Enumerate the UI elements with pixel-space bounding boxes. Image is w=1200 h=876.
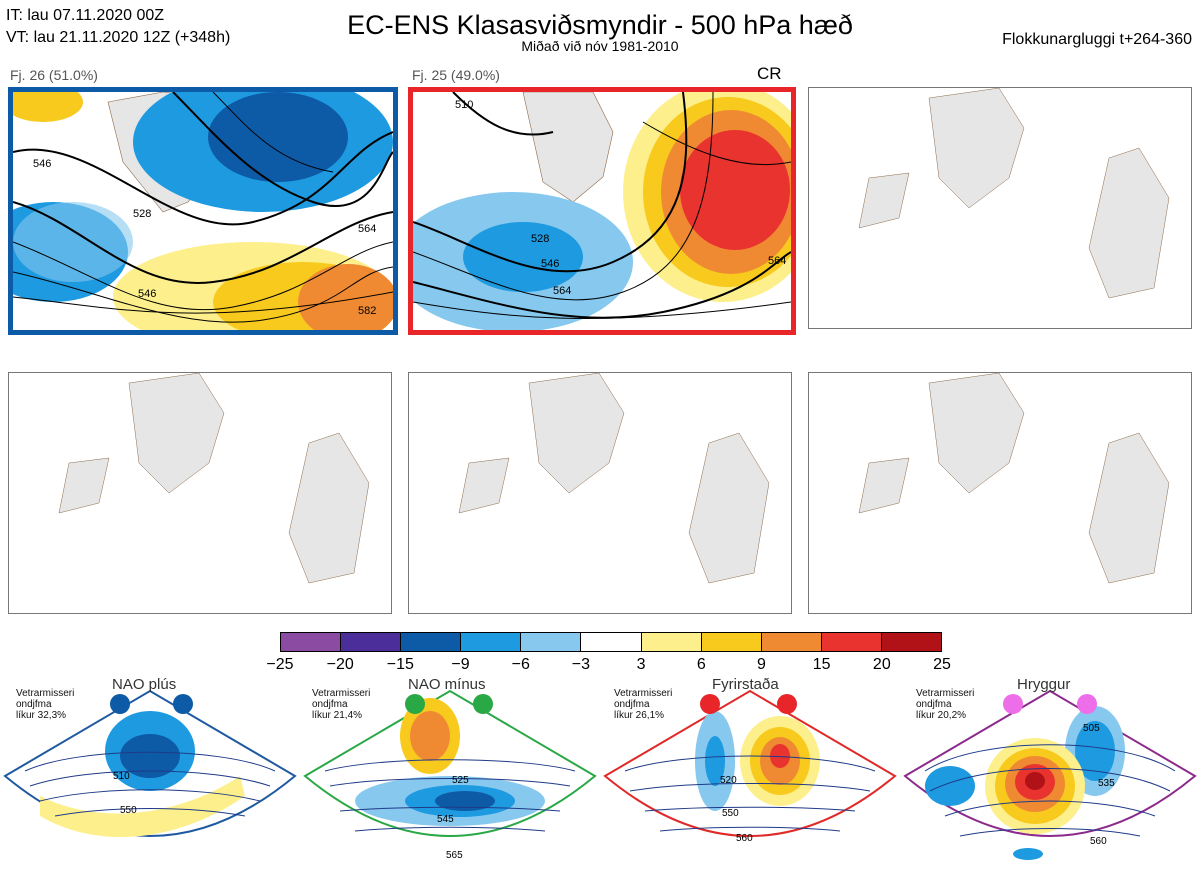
height-contours-p1 xyxy=(13,92,393,323)
contour-label: 545 xyxy=(437,814,454,825)
contour-label: 564 xyxy=(553,285,571,297)
cluster-map-2[interactable]: 510 528 546 564 564 xyxy=(408,87,796,335)
contour-label: 564 xyxy=(768,255,786,267)
contour-label: 520 xyxy=(720,775,737,786)
contour-label: 505 xyxy=(1083,723,1100,734)
regime-nao-plus: 510 550 NAO plús Vetrarmisseri ondjfma l… xyxy=(0,676,300,871)
regime-note: Vetrarmisseri ondjfma líkur 26,1% xyxy=(614,688,673,721)
empty-map-6 xyxy=(858,373,1170,584)
contour-label: 525 xyxy=(452,775,469,786)
colorbar-tick-label: 25 xyxy=(933,656,951,673)
colorbar-segment xyxy=(881,633,942,651)
colorbar-tick-label: −9 xyxy=(451,656,470,673)
colorbar-tick-label: −6 xyxy=(511,656,530,673)
contour-label: 550 xyxy=(722,808,739,819)
colorbar-segment xyxy=(401,633,462,651)
colorbar-segment xyxy=(821,633,882,651)
colorbar-tick-label: −3 xyxy=(571,656,591,673)
page-title: EC-ENS Klasasviðsmyndir - 500 hPa hæð xyxy=(347,10,853,40)
empty-map-5 xyxy=(458,373,770,584)
regime-name: NAO plús xyxy=(112,676,177,693)
contour-label: 560 xyxy=(736,833,753,844)
colorbar-tick-label: −20 xyxy=(326,656,354,673)
anomaly-colorbar xyxy=(280,632,942,652)
contour-label: 510 xyxy=(113,771,130,782)
contour-label: 564 xyxy=(358,223,376,235)
regime-name: Hryggur xyxy=(1017,676,1071,693)
init-time: IT: lau 07.11.2020 00Z xyxy=(6,7,165,24)
colorbar-tick-label: 9 xyxy=(757,656,766,673)
colorbar-tick-label: −15 xyxy=(386,656,414,673)
regime-ridge: 505 535 560 Hryggur Vetrarmisseri ondjfm… xyxy=(900,676,1200,871)
anomaly-fills-p2 xyxy=(413,92,791,330)
contour-labels-p1: 546 528 546 564 582 xyxy=(33,158,376,317)
cluster-map-4[interactable] xyxy=(8,372,392,614)
regime-nao-minus: 525 545 565 NAO mínus Vetrarmisseri ondj… xyxy=(300,676,600,871)
cluster-map-6[interactable] xyxy=(808,372,1192,614)
contour-label: 546 xyxy=(33,158,51,170)
contour-label: 528 xyxy=(531,233,549,245)
cluster-map-1[interactable]: 546 528 546 564 582 xyxy=(8,87,398,335)
colorbar-tick-label: 3 xyxy=(636,656,646,673)
contour-label: 546 xyxy=(541,258,559,270)
panel-2-tag: CR xyxy=(757,64,782,83)
contour-label: 535 xyxy=(1098,778,1115,789)
colorbar-tick-label: 6 xyxy=(696,656,706,673)
colorbar-segment xyxy=(281,633,342,651)
panel-2-label: Fj. 25 (49.0%) xyxy=(412,67,500,83)
colorbar-segment xyxy=(461,633,522,651)
cluster-map-3[interactable] xyxy=(808,87,1192,329)
colorbar-tick-label: 15 xyxy=(812,656,831,673)
valid-time: VT: lau 21.11.2020 12Z (+348h) xyxy=(6,29,231,46)
contour-label: 510 xyxy=(455,99,473,111)
colorbar-segment xyxy=(341,633,402,651)
contour-label: 546 xyxy=(138,288,156,300)
regime-note: Vetrarmisseri ondjfma líkur 20,2% xyxy=(916,688,975,721)
contour-label: 528 xyxy=(133,208,151,220)
classification-window: Flokkunargluggi t+264-360 xyxy=(1002,31,1192,48)
land-greenland-p2 xyxy=(522,92,614,203)
page-subtitle: Miðað við nóv 1981-2010 xyxy=(521,38,679,54)
regime-name: Fyrirstaða xyxy=(712,676,779,693)
panel-1-label: Fj. 26 (51.0%) xyxy=(10,67,98,83)
contour-label: 582 xyxy=(358,305,376,317)
colorbar-segment xyxy=(701,633,762,651)
regime-note: Vetrarmisseri ondjfma líkur 21,4% xyxy=(312,688,371,721)
cluster-map-5[interactable] xyxy=(408,372,792,614)
regime-note: Vetrarmisseri ondjfma líkur 32,3% xyxy=(16,688,75,721)
regime-blocking: 520 550 560 Fyrirstaða Vetrarmisseri ond… xyxy=(600,676,900,871)
contour-labels-p2: 510 528 546 564 564 xyxy=(455,99,786,297)
contour-label: 565 xyxy=(446,850,463,861)
colorbar-segment xyxy=(641,633,702,651)
contour-label: 560 xyxy=(1090,836,1107,847)
regime-name: NAO mínus xyxy=(408,676,486,693)
height-contours-p2 xyxy=(413,92,791,319)
empty-map-3 xyxy=(858,88,1170,299)
colorbar-segment xyxy=(761,633,822,651)
colorbar-segment xyxy=(581,633,642,651)
contour-label: 550 xyxy=(120,805,137,816)
colorbar-segment xyxy=(521,633,582,651)
anomaly-fills-p1 xyxy=(13,92,393,330)
colorbar-tick-label: 20 xyxy=(872,656,891,673)
colorbar-tick-label: −25 xyxy=(266,656,294,673)
empty-map-4 xyxy=(58,373,370,584)
